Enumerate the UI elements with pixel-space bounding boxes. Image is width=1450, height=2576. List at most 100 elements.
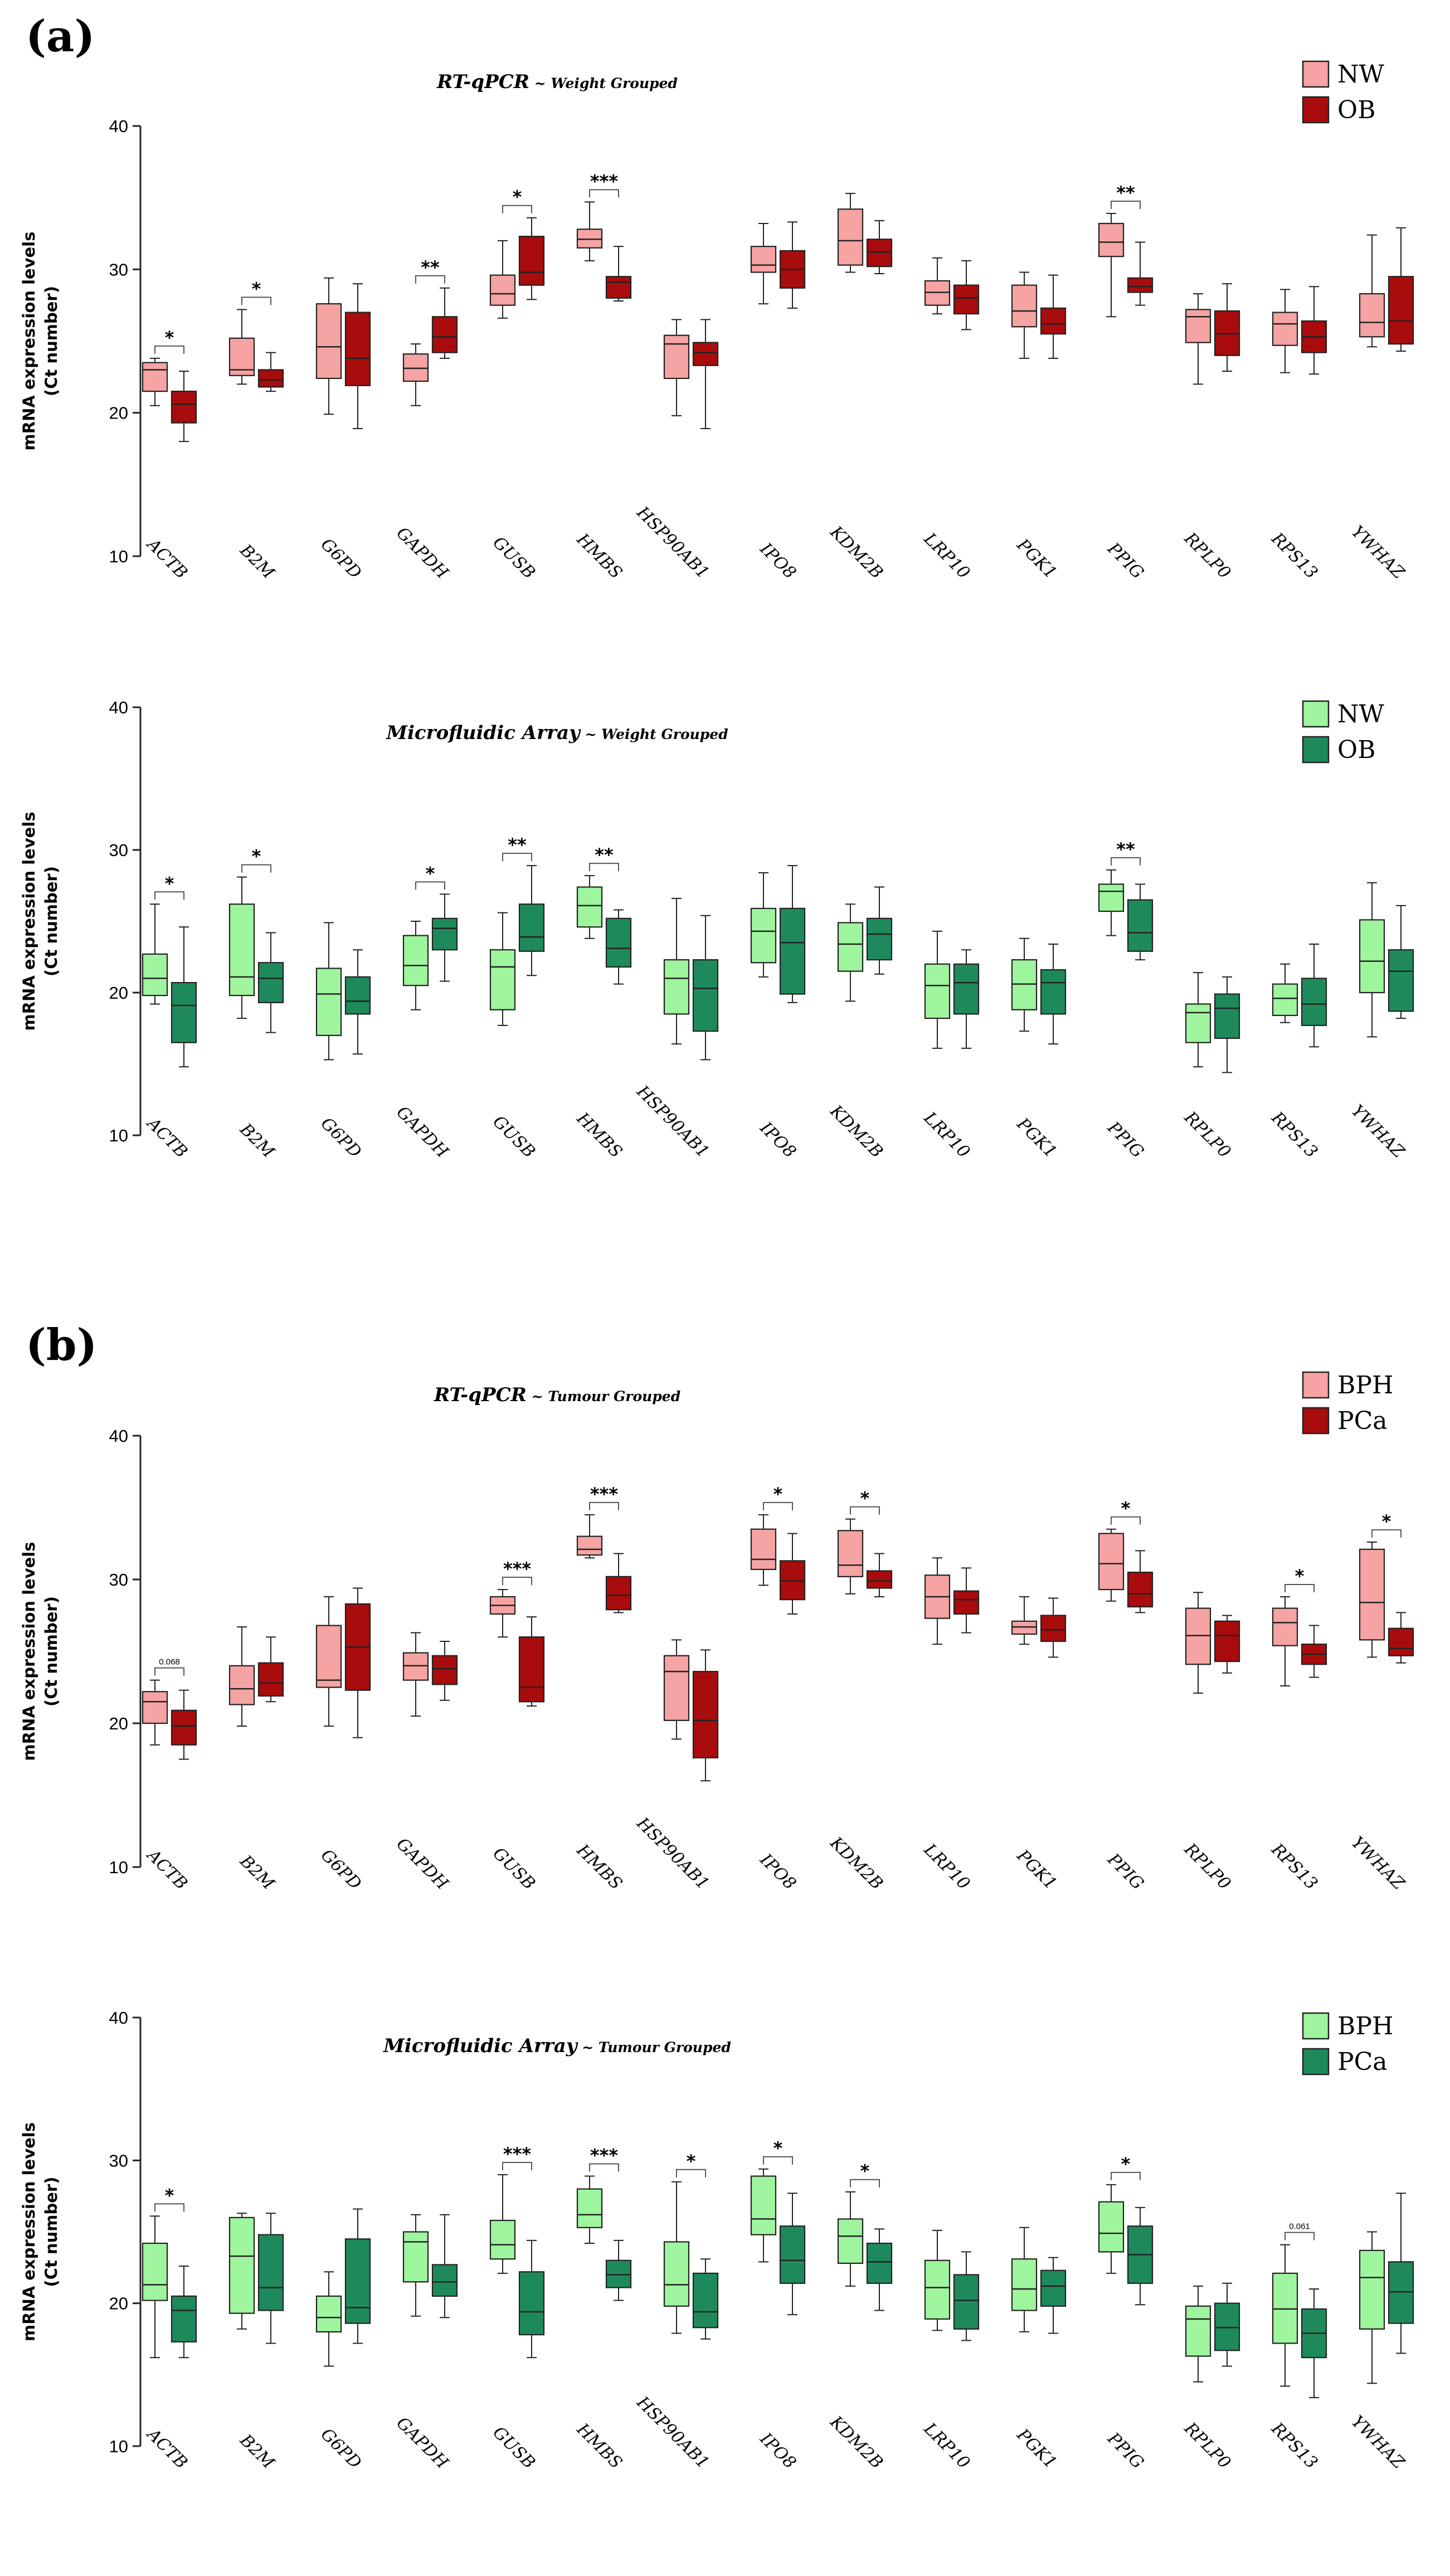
box-bph-hsp90ab1: [663, 2181, 690, 2334]
box-iqr: [750, 2175, 777, 2235]
box-iqr: [1359, 293, 1385, 338]
box-ob-actb: [171, 926, 197, 1068]
y-axis-label-line2: (Ct number): [42, 2177, 61, 2287]
box-iqr: [1040, 1615, 1067, 1642]
box-pca-hsp90ab1: [692, 1649, 719, 1782]
significance-gusb: ***: [502, 2144, 532, 2170]
box-ob-gusb: [518, 217, 545, 300]
box-iqr: [866, 917, 893, 961]
significance-ppig: **: [1111, 182, 1141, 209]
box-iqr: [1185, 2305, 1211, 2357]
box-iqr: [605, 276, 632, 299]
box-ob-rplp0: [1214, 283, 1240, 372]
chart-title-main: RT-qPCR: [436, 71, 529, 93]
x-tick-label-hsp90ab1: HSP90AB1: [632, 502, 713, 582]
significance-label: ***: [503, 1558, 531, 1579]
chart-title-main: Microfluidic Array: [383, 2035, 578, 2057]
significance-label: **: [1116, 182, 1135, 203]
chart-title-subtitle: ~ Tumour Grouped: [577, 2039, 731, 2055]
box-iqr: [924, 280, 951, 306]
box-iqr: [228, 903, 255, 997]
significance-ipo8: *: [763, 2138, 793, 2165]
box-ob-ipo8: [779, 221, 806, 309]
significance-hmbs: ***: [589, 2145, 619, 2172]
box-iqr: [1272, 1607, 1298, 1646]
box-bph-ppig: [1098, 1528, 1125, 1602]
significance-label: *: [1121, 1498, 1131, 1519]
box-iqr: [257, 1662, 284, 1697]
legend-item-nw: NW: [1302, 60, 1385, 89]
box-pca-pgk1: [1040, 2257, 1067, 2334]
box-pca-g6pd: [344, 2208, 371, 2344]
x-tick-label-ipo8: IPO8: [756, 2429, 800, 2473]
box-ob-gusb: [518, 865, 545, 976]
significance-label: **: [508, 834, 527, 856]
box-iqr: [692, 342, 719, 366]
significance-ppig: **: [1111, 839, 1141, 866]
box-iqr: [750, 1528, 777, 1571]
x-tick-label-gusb: GUSB: [489, 533, 539, 583]
box-iqr: [431, 917, 458, 951]
box-iqr: [750, 246, 777, 273]
significance-bracket: [241, 864, 271, 873]
box-iqr: [663, 959, 690, 1015]
significance-gapdh: **: [415, 257, 445, 284]
significance-label: *: [252, 278, 261, 299]
box-nw-hsp90ab1: [663, 898, 690, 1045]
box-iqr: [344, 976, 371, 1015]
significance-bracket: [502, 2161, 532, 2170]
box-iqr: [1359, 2249, 1385, 2330]
box-iqr: [1214, 2302, 1240, 2351]
box-ob-pgk1: [1040, 943, 1067, 1045]
box-ob-g6pd: [344, 283, 371, 429]
x-tick-label-rps13: RPS13: [1267, 1107, 1321, 1161]
y-axis-label: mRNA expression levels (Ct number): [20, 812, 61, 1031]
x-tick-label-kdm2b: KDM2B: [826, 1101, 887, 1162]
chart-title: RT-qPCR ~ Tumour Grouped: [434, 1384, 680, 1406]
significance-rps13: 0.061: [1284, 2222, 1315, 2240]
legend-item-ob: OB: [1302, 96, 1375, 124]
box-bph-lrp10: [924, 2229, 951, 2331]
box-iqr: [1011, 1620, 1038, 1635]
significance-bracket: [850, 2179, 880, 2188]
box-iqr: [315, 968, 342, 1036]
box-iqr: [953, 2274, 980, 2330]
chart-3: Microfluidic Array ~ Tumour Grouped 10 20 3…: [20, 2008, 1414, 2473]
legend-item-pca: PCa: [1302, 2048, 1388, 2076]
legend-swatch: [1302, 2048, 1330, 2076]
significance-label: *: [773, 1484, 783, 1505]
box-bph-pgk1: [1011, 1596, 1038, 1645]
box-iqr: [1040, 2269, 1067, 2307]
box-pca-gapdh: [431, 2214, 458, 2319]
significance-label: **: [421, 257, 440, 278]
box-pca-hmbs: [605, 2239, 632, 2301]
significance-actb: 0.068: [154, 1658, 184, 1676]
x-tick-label-b2m: B2M: [236, 540, 279, 583]
significance-gusb: **: [502, 834, 532, 862]
significance-ppig: *: [1111, 1498, 1141, 1525]
y-tick-label: 40: [109, 116, 128, 136]
x-tick-label-kdm2b: KDM2B: [826, 522, 887, 583]
x-tick-label-hmbs: HMBS: [572, 1840, 626, 1894]
box-iqr: [1040, 307, 1067, 335]
box-iqr: [1098, 1533, 1125, 1591]
y-tick-label: 10: [109, 1858, 128, 1877]
box-bph-rplp0: [1185, 2285, 1211, 2383]
box-iqr: [518, 1636, 545, 1703]
box-nw-pgk1: [1011, 271, 1038, 359]
significance-label: 0.061: [1289, 2222, 1310, 2232]
legend-item-bph: BPH: [1302, 1371, 1393, 1399]
significance-bracket: [1284, 1583, 1315, 1592]
box-pca-kdm2b: [866, 2228, 893, 2311]
legend-swatch: [1302, 60, 1330, 88]
box-iqr: [953, 284, 980, 315]
box-nw-ppig: [1098, 869, 1125, 936]
panel-label-a: (a): [26, 11, 95, 62]
box-pca-hsp90ab1: [692, 2258, 719, 2340]
box-bph-pgk1: [1011, 2227, 1038, 2332]
x-tick-label-b2m: B2M: [236, 1851, 279, 1894]
box-iqr: [692, 959, 719, 1032]
significance-actb: *: [154, 327, 184, 354]
box-pca-gapdh: [431, 1640, 458, 1701]
legend-label: BPH: [1337, 2012, 1393, 2040]
